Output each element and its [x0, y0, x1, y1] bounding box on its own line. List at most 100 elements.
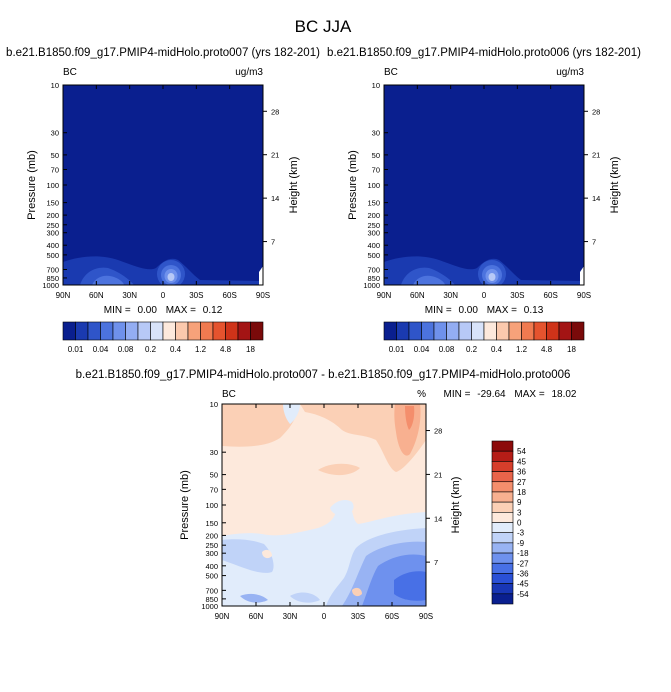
y-tick-label: 250 [367, 221, 380, 230]
diff-patch-9 [330, 500, 354, 516]
colorbar-label: 27 [517, 478, 526, 487]
colorbar-swatch [200, 321, 214, 341]
colorbar-swatch [491, 522, 514, 533]
max-label: MAX = [487, 305, 517, 316]
colorbar-swatch [483, 321, 497, 341]
diff-patch-14 [394, 571, 426, 601]
y2-tick-label: 28 [271, 107, 279, 116]
colorbar-label: 0.08 [118, 345, 134, 354]
y-tick-label: 1000 [363, 281, 380, 290]
x-tick-label: 90S [419, 612, 433, 621]
colorbar-label: 0.01 [389, 345, 405, 354]
colorbar-swatch [112, 321, 126, 341]
field-background [63, 85, 263, 285]
colorbar-label: 18 [567, 345, 576, 354]
field-plot [63, 85, 263, 285]
colorbar-swatch [491, 450, 514, 462]
colorbar-swatch [383, 321, 397, 341]
max-label: MAX = [166, 305, 196, 316]
field-plot [384, 85, 584, 285]
y-tick-label: 1000 [201, 602, 218, 611]
colorbar-swatch [396, 321, 410, 341]
min-value: 0.00 [458, 305, 478, 316]
y2-tick-label: 21 [271, 151, 279, 160]
colorbar-swatch [558, 321, 572, 341]
colorbar-swatch [187, 321, 201, 341]
field-contour-3 [92, 275, 124, 285]
y-tick-label: 30 [210, 448, 218, 457]
x-tick-label: 90S [256, 291, 270, 300]
variable-label: BC [63, 67, 77, 78]
colorbar-label: -18 [517, 549, 529, 558]
y-tick-label: 300 [205, 549, 218, 558]
colorbar-swatch [491, 573, 514, 584]
field-plot [222, 404, 426, 606]
colorbar-swatch [87, 321, 101, 341]
colorbar-label: 45 [517, 457, 526, 466]
y-tick-label: 50 [210, 471, 218, 480]
units-label: ug/m3 [235, 67, 263, 78]
field-topography [580, 266, 584, 285]
y-axis-label: Pressure (mb) [26, 150, 38, 220]
colorbar-swatch [491, 552, 514, 564]
axes-layer: 90N 60N 30N 0 30S 60S 90S103050701001502002503… [42, 81, 600, 621]
y-tick-label: 70 [210, 485, 218, 494]
colorbar-swatch [491, 481, 514, 493]
y-tick-label: 50 [372, 151, 380, 160]
y-tick-label: 500 [46, 251, 59, 260]
y-tick-label: 700 [205, 586, 218, 595]
max-value: 18.02 [551, 389, 576, 400]
y-tick-label: 150 [367, 199, 380, 208]
stats-line: MIN = -29.64 MAX = 18.02 [444, 389, 577, 400]
colorbar-swatch [137, 321, 151, 341]
colorbar-label: -54 [517, 590, 529, 599]
colorbar-swatch [100, 321, 114, 341]
colorbar-swatch [521, 321, 535, 341]
x-tick-label: 90N [377, 291, 392, 300]
variable-label: BC [222, 389, 236, 400]
colorbar-swatch [508, 321, 522, 341]
colorbar-swatch [491, 491, 514, 503]
colorbar-swatch [458, 321, 472, 341]
colorbar-swatch [471, 321, 485, 341]
y-tick-label: 300 [367, 229, 380, 238]
colorbar-label: 54 [517, 447, 526, 456]
x-tick-label: 90S [577, 291, 591, 300]
y2-tick-label: 7 [434, 558, 438, 567]
y2-tick-label: 14 [592, 194, 600, 203]
y2-tick-label: 7 [592, 238, 596, 247]
colorbar-swatch [250, 321, 264, 341]
colorbars: 0.01 0.04 0.08 0.2 0.4 1.2 4.8 18 0.01 0.04 0.08 0.… [62, 321, 585, 605]
colorbar-label: 3 [517, 508, 522, 517]
colorbar-label: 0 [517, 519, 522, 528]
colorbar-label: 4.8 [220, 345, 232, 354]
y2-axis-label: Height (km) [450, 477, 462, 534]
colorbar-swatch [212, 321, 226, 341]
y-tick-label: 10 [51, 81, 59, 90]
colorbar-swatch [546, 321, 560, 341]
colorbar-label: -9 [517, 539, 525, 548]
panel-difference: b.e21.B1850.f09_g17.PMIP4-midHolo.proto0… [76, 369, 577, 607]
colorbar-swatch [571, 321, 585, 341]
y-tick-label: 850 [367, 274, 380, 283]
field-contour-7 [488, 273, 496, 281]
y-axis-label: Pressure (mb) [179, 470, 191, 540]
min-label: MIN = [425, 305, 452, 316]
diff-patch-3 [394, 404, 421, 456]
x-tick-label: 60S [544, 291, 558, 300]
colorbar-label: 0.04 [93, 345, 109, 354]
y-tick-label: 10 [210, 400, 218, 409]
panel-title: b.e21.B1850.f09_g17.PMIP4-midHolo.proto0… [76, 369, 571, 381]
y-tick-label: 500 [205, 572, 218, 581]
field-topography [259, 266, 263, 285]
colorbar-label: 0.01 [68, 345, 84, 354]
y-tick-label: 200 [367, 211, 380, 220]
colorbar-label: 0.2 [145, 345, 157, 354]
colorbar-swatch [446, 321, 460, 341]
y-tick-label: 100 [367, 181, 380, 190]
y-tick-label: 850 [46, 274, 59, 283]
colorbar-label: 36 [517, 468, 526, 477]
y-tick-label: 150 [46, 199, 59, 208]
colorbar-label: 0.2 [466, 345, 478, 354]
